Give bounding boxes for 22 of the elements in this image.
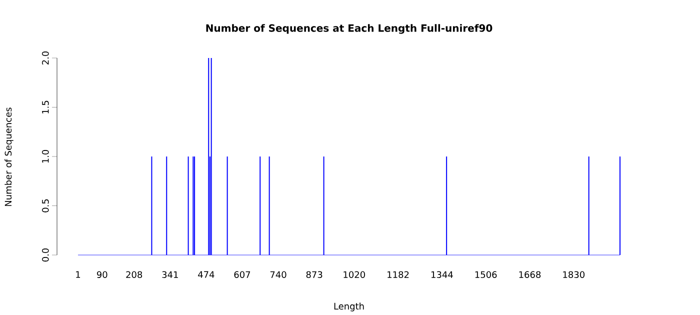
y-tick-label: 2.0 <box>42 51 49 64</box>
y-axis-title: Number of Sequences <box>4 108 14 206</box>
chart-title: Number of Sequences at Each Length Full-uniref90 <box>206 24 492 34</box>
y-tick-label: 1.5 <box>42 100 49 114</box>
x-tick-label: 474 <box>198 271 214 278</box>
x-tick-label: 208 <box>126 271 142 278</box>
x-tick-label: 873 <box>306 271 322 278</box>
x-tick-label: 1668 <box>519 271 541 278</box>
x-tick-label: 90 <box>96 271 108 278</box>
x-tick-label: 1020 <box>344 271 365 278</box>
x-tick-label: 1344 <box>431 271 453 278</box>
x-tick-label: 1 <box>76 271 80 278</box>
x-tick-label: 341 <box>162 271 178 278</box>
y-tick-label: 1.0 <box>42 150 49 163</box>
x-axis-title: Length <box>334 302 364 312</box>
x-tick-label: 1182 <box>388 271 409 278</box>
y-tick-label: 0.0 <box>42 248 49 262</box>
x-tick-label: 1830 <box>563 271 585 278</box>
x-tick-label: 607 <box>234 271 250 278</box>
x-tick-label: 1506 <box>475 271 497 278</box>
x-tick-label: 740 <box>270 271 286 278</box>
y-tick-label: 0.5 <box>42 199 49 212</box>
